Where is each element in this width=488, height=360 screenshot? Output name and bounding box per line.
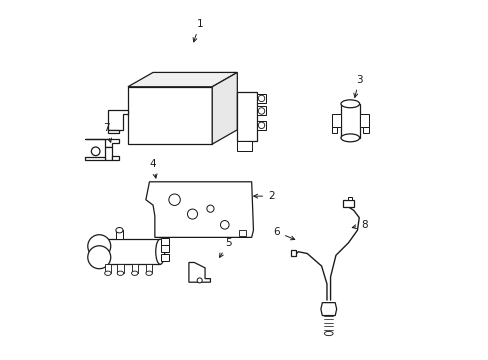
Circle shape: [187, 209, 197, 219]
Ellipse shape: [131, 271, 138, 275]
Text: 2: 2: [253, 191, 274, 201]
Bar: [97, 239, 160, 264]
Polygon shape: [128, 72, 237, 87]
Bar: [257, 107, 265, 116]
Bar: [145, 264, 152, 273]
Polygon shape: [320, 303, 336, 316]
Bar: [131, 264, 138, 273]
Bar: [104, 264, 111, 273]
Polygon shape: [108, 110, 128, 130]
Ellipse shape: [340, 134, 359, 142]
Circle shape: [88, 235, 110, 258]
Ellipse shape: [145, 271, 152, 275]
Bar: [116, 230, 123, 239]
Polygon shape: [188, 262, 210, 282]
Polygon shape: [331, 114, 340, 127]
Polygon shape: [237, 92, 257, 140]
Circle shape: [197, 278, 202, 283]
Ellipse shape: [324, 331, 332, 336]
Polygon shape: [85, 139, 119, 147]
Bar: [161, 254, 168, 261]
Polygon shape: [343, 201, 353, 207]
Circle shape: [206, 205, 214, 212]
Polygon shape: [212, 72, 237, 144]
Bar: [237, 140, 251, 151]
Text: 5: 5: [219, 238, 231, 257]
Polygon shape: [331, 127, 337, 134]
Polygon shape: [239, 230, 246, 235]
Circle shape: [91, 147, 100, 156]
Polygon shape: [108, 130, 119, 134]
Ellipse shape: [117, 271, 123, 275]
Circle shape: [258, 108, 264, 114]
Polygon shape: [363, 127, 368, 134]
Text: 3: 3: [353, 75, 362, 97]
Polygon shape: [85, 157, 104, 160]
Text: 8: 8: [351, 220, 367, 230]
Bar: [117, 264, 123, 273]
Circle shape: [88, 246, 110, 269]
Ellipse shape: [104, 271, 111, 275]
Bar: [161, 238, 168, 244]
Polygon shape: [145, 182, 253, 237]
Ellipse shape: [116, 228, 123, 233]
Text: 1: 1: [193, 19, 203, 42]
Circle shape: [258, 122, 264, 129]
Ellipse shape: [155, 239, 164, 264]
Bar: [340, 104, 359, 138]
Ellipse shape: [93, 239, 102, 264]
Text: 7: 7: [103, 123, 111, 142]
Bar: [161, 245, 168, 252]
Bar: [257, 94, 265, 103]
Circle shape: [168, 194, 180, 206]
Polygon shape: [104, 147, 112, 160]
Text: 4: 4: [149, 159, 157, 178]
Polygon shape: [347, 197, 351, 201]
Circle shape: [220, 221, 228, 229]
Polygon shape: [128, 87, 212, 144]
Polygon shape: [112, 156, 119, 160]
Bar: [257, 121, 265, 130]
Polygon shape: [359, 114, 368, 127]
Ellipse shape: [340, 100, 359, 108]
Text: 6: 6: [273, 227, 294, 240]
Circle shape: [258, 95, 264, 102]
Polygon shape: [290, 250, 296, 256]
